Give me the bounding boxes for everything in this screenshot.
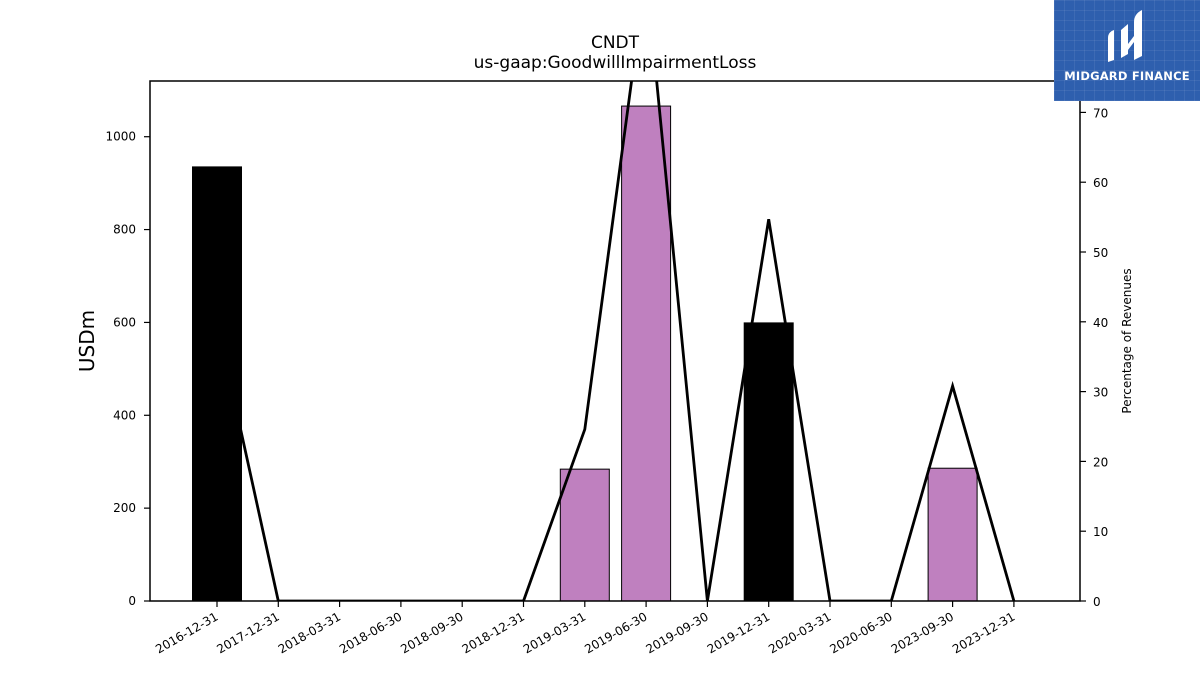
y2-axis-label: Percentage of Revenues (1120, 268, 1134, 413)
bar-2019-06-30 (621, 105, 672, 601)
midgard-logo-icon (1108, 10, 1142, 62)
x-tick-label: 2018-06-30 (337, 609, 404, 656)
brand-logo: MIDGARD FINANCE (1054, 0, 1200, 101)
y2-tick-label: 70 (1093, 106, 1108, 120)
y2-tick-label: 10 (1093, 525, 1108, 539)
y-axis-right: 0 10 20 30 40 50 60 70 (1080, 106, 1108, 609)
y-tick-label: 0 (128, 594, 136, 608)
x-tick-label: 2023-09-30 (889, 609, 956, 656)
y-tick-label: 1000 (105, 130, 136, 144)
brand-name: MIDGARD FINANCE (1064, 69, 1190, 83)
y2-tick-label: 50 (1093, 246, 1108, 260)
bar-series (192, 105, 978, 601)
x-tick-label: 2023-12-31 (950, 609, 1017, 656)
y2-tick-label: 30 (1093, 386, 1108, 400)
x-tick-label: 2019-06-30 (582, 609, 649, 656)
x-tick-label: 2018-03-31 (276, 609, 343, 656)
x-tick-label: 2018-12-31 (460, 609, 527, 656)
x-tick-label: 2019-09-30 (643, 609, 710, 656)
y-tick-label: 200 (113, 501, 136, 515)
y-tick-label: 600 (113, 315, 136, 329)
x-tick-label: 2019-12-31 (705, 609, 772, 656)
chart-subtitle: us-gaap:GoodwillImpairmentLoss (474, 53, 757, 73)
x-tick-label: 2018-09-30 (398, 609, 465, 656)
chart-title: CNDT (591, 33, 640, 53)
y-tick-label: 800 (113, 223, 136, 237)
bar-2023-09-30 (927, 467, 978, 601)
y-axis-left: 0 200 400 600 800 1000 (105, 130, 150, 608)
line-series (215, 81, 1016, 601)
x-tick-label: 2017-12-31 (214, 609, 281, 656)
y2-tick-label: 60 (1093, 176, 1108, 190)
x-tick-label: 2019-03-31 (521, 609, 588, 656)
y-tick-label: 400 (113, 408, 136, 422)
y2-tick-label: 0 (1093, 595, 1101, 609)
bar-2016-12-31 (192, 166, 242, 601)
y2-tick-label: 20 (1093, 455, 1108, 469)
y-axis-label: USDm (75, 310, 99, 372)
x-tick-label: 2020-03-31 (766, 609, 833, 656)
plot-frame (149, 80, 1081, 602)
bar-2019-12-31 (743, 322, 794, 601)
x-axis: 2016-12-312017-12-312018-03-312018-06-30… (153, 601, 1017, 656)
y2-tick-label: 40 (1093, 316, 1108, 330)
bar-2019-03-31 (559, 468, 610, 601)
percentage-line (215, 81, 1016, 601)
x-tick-label: 2016-12-31 (153, 609, 220, 656)
x-tick-label: 2020-06-30 (827, 609, 894, 656)
